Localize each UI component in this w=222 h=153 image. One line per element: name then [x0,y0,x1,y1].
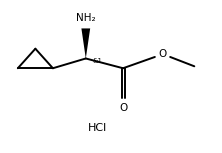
Text: &1: &1 [92,58,102,64]
Polygon shape [81,28,90,58]
Text: O: O [119,103,127,113]
Text: HCl: HCl [88,123,107,133]
Text: O: O [158,49,167,59]
Text: NH₂: NH₂ [76,13,96,23]
